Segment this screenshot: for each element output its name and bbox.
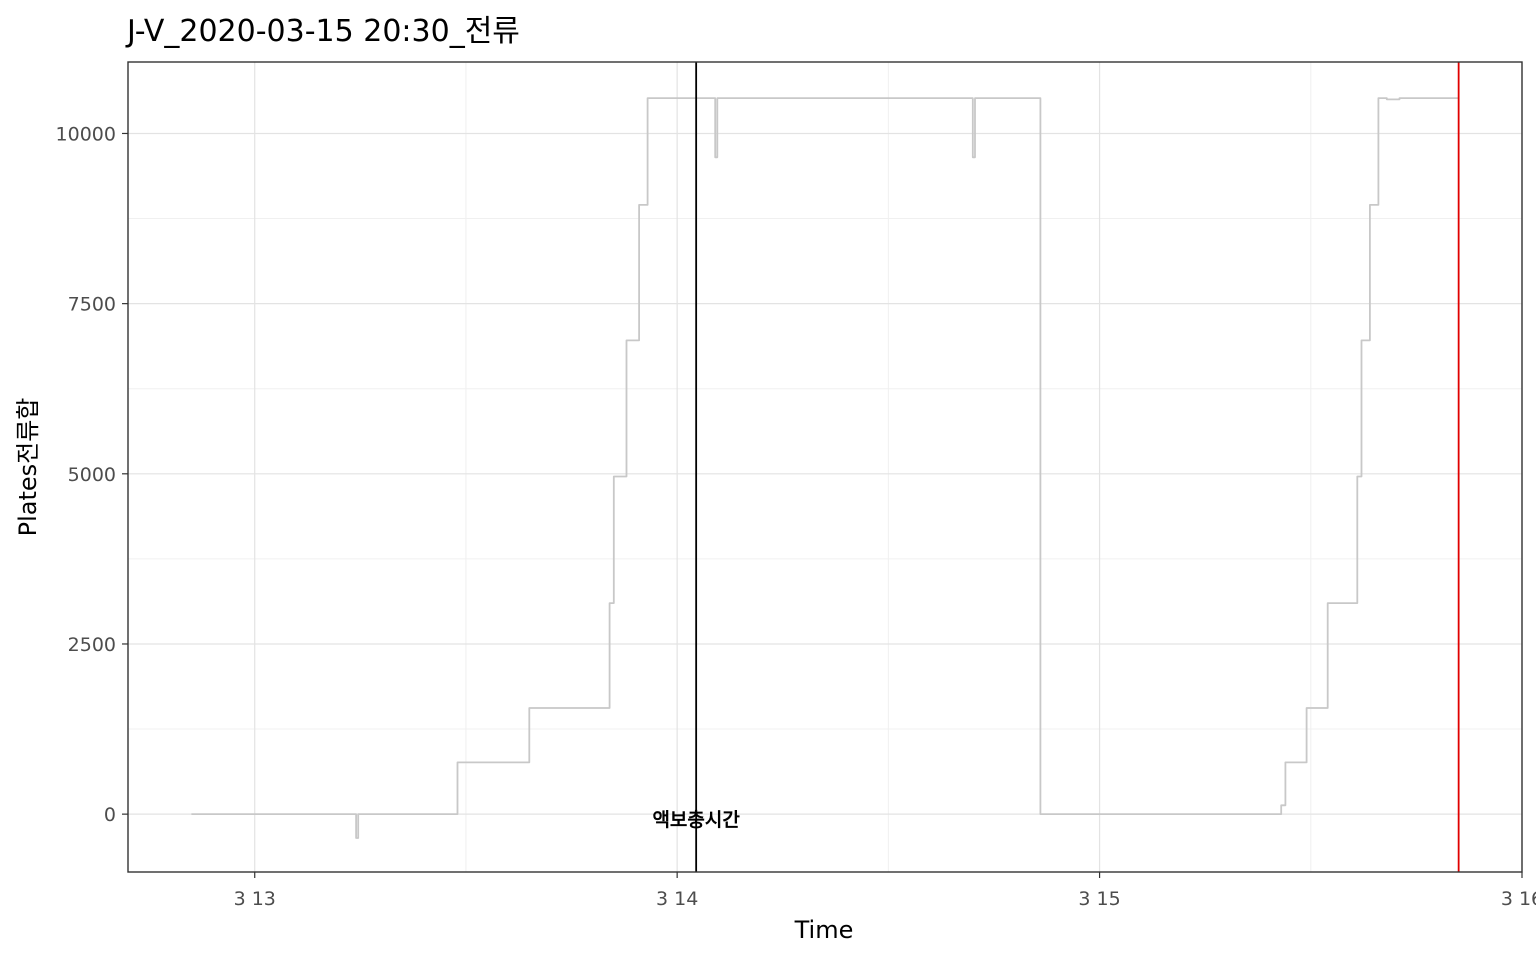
x-axis-title: Time (794, 916, 854, 944)
y-tick-label: 7500 (68, 294, 116, 316)
x-tick-label: 3 16 (1501, 888, 1536, 910)
chart-title: J-V_2020-03-15 20:30_전류 (125, 14, 520, 49)
series-line-0 (191, 97, 1459, 839)
vline-layer: 액보충시간 (652, 62, 1460, 872)
vline-label-0: 액보충시간 (652, 809, 740, 831)
series-layer (191, 97, 1459, 839)
y-tick-label: 0 (104, 804, 116, 826)
grid-major (128, 62, 1523, 872)
x-tick-label: 3 14 (656, 888, 698, 910)
y-tick-label: 10000 (56, 123, 116, 145)
x-axis: 3 13 3 14 3 15 3 16 (234, 872, 1536, 910)
y-axis: 0 2500 5000 7500 10000 (56, 123, 128, 826)
grid-minor (128, 62, 1522, 872)
panel-border (127, 61, 1523, 873)
y-tick-label: 2500 (68, 634, 116, 656)
y-axis-title: Plates전류합 (14, 398, 42, 537)
x-tick-label: 3 15 (1078, 888, 1120, 910)
x-tick-label: 3 13 (234, 888, 276, 910)
y-tick-label: 5000 (68, 464, 116, 486)
